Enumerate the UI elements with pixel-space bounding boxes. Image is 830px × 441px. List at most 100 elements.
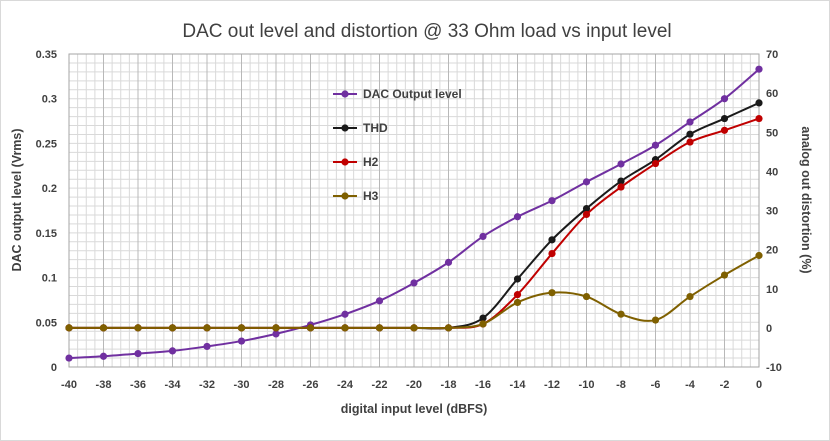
data-point-thd xyxy=(686,130,694,138)
data-point-h3 xyxy=(617,310,625,318)
data-point-dac-output-level xyxy=(203,342,211,351)
legend-marker xyxy=(341,158,349,166)
y-tick-label: 0.05 xyxy=(36,317,57,329)
x-tick-label: -34 xyxy=(165,379,182,391)
data-point-h3 xyxy=(686,292,694,301)
legend-item-h3: H3 xyxy=(333,189,379,203)
data-point-dac-output-level xyxy=(65,354,73,362)
x-tick-label: -2 xyxy=(720,379,730,391)
data-point-h3 xyxy=(582,292,591,301)
data-point-h3 xyxy=(755,251,763,260)
series-h3 xyxy=(65,251,763,332)
data-point-dac-output-level xyxy=(720,95,729,103)
x-tick-label: -28 xyxy=(268,379,284,391)
y-tick-label: 0.35 xyxy=(36,49,57,61)
data-point-h3 xyxy=(99,324,108,332)
y-tick-label: 0 xyxy=(51,362,57,374)
legend-item-dac-output-level: DAC Output level xyxy=(333,87,462,101)
x-tick-label: -32 xyxy=(199,379,215,391)
x-axis-title: digital input level (dBFS) xyxy=(341,402,488,416)
data-point-dac-output-level xyxy=(444,258,453,266)
y-tick-label: 0.2 xyxy=(42,183,57,195)
y-tick-label: 0.3 xyxy=(42,94,57,106)
data-point-dac-output-level xyxy=(168,347,177,355)
data-point-h3 xyxy=(720,271,729,279)
data-point-h3 xyxy=(65,324,73,332)
data-point-dac-output-level xyxy=(341,310,349,318)
data-point-h3 xyxy=(341,324,349,332)
data-point-h2 xyxy=(582,210,591,219)
x-tick-label: -10 xyxy=(579,379,595,391)
series-dac-output-level xyxy=(65,65,763,362)
x-tick-label: 0 xyxy=(756,379,762,391)
data-point-dac-output-level xyxy=(651,141,660,149)
chart-title: DAC out level and distortion @ 33 Ohm lo… xyxy=(182,21,671,42)
legend-marker xyxy=(341,192,349,200)
data-point-h3 xyxy=(306,324,315,332)
data-point-thd xyxy=(582,204,591,213)
y2-tick-label: 30 xyxy=(766,206,778,218)
y2-axis-title: analog out distortion (%) xyxy=(799,126,813,273)
x-tick-label: -36 xyxy=(130,379,146,391)
data-point-dac-output-level xyxy=(99,352,108,360)
data-point-dac-output-level xyxy=(582,178,591,186)
data-point-thd xyxy=(479,314,487,322)
data-point-h3 xyxy=(548,289,556,297)
legend: DAC Output level THD H2 H3 xyxy=(333,87,462,203)
y2-tick-label: 20 xyxy=(766,245,778,257)
y2-tick-label: 50 xyxy=(766,127,778,139)
x-tick-label: -12 xyxy=(544,379,560,391)
data-point-h2 xyxy=(617,183,625,191)
x-tick-label: -16 xyxy=(475,379,491,391)
x-tick-label: -14 xyxy=(510,379,527,391)
x-tick-label: -30 xyxy=(234,379,250,391)
x-tick-label: -8 xyxy=(616,379,626,391)
x-tick-label: -26 xyxy=(303,379,319,391)
grid-layer xyxy=(68,53,760,368)
x-tick-label: -38 xyxy=(96,379,112,391)
y2-tick-label: 70 xyxy=(766,49,778,61)
data-point-h2 xyxy=(686,138,694,146)
data-point-h2 xyxy=(513,291,522,299)
data-point-h3 xyxy=(479,320,487,328)
data-point-h2 xyxy=(755,114,763,123)
y-tick-label: 0.25 xyxy=(36,138,57,150)
series-layer xyxy=(65,65,763,362)
x-tick-label: -20 xyxy=(406,379,422,391)
data-point-h3 xyxy=(651,316,660,324)
data-point-thd xyxy=(720,114,729,123)
data-point-thd xyxy=(617,177,625,185)
data-point-dac-output-level xyxy=(755,65,763,73)
plot-frame xyxy=(68,53,760,368)
data-point-h2 xyxy=(548,249,556,258)
data-point-dac-output-level xyxy=(686,118,694,126)
data-point-h3 xyxy=(134,324,142,332)
legend-item-thd: THD xyxy=(333,121,388,135)
data-point-dac-output-level xyxy=(548,197,556,205)
legend-label: H2 xyxy=(363,155,379,169)
data-point-dac-output-level xyxy=(237,337,246,345)
legend-label: THD xyxy=(363,121,388,135)
data-point-h3 xyxy=(237,324,246,332)
x-tick-label: -6 xyxy=(651,379,661,391)
data-point-h3 xyxy=(410,324,418,332)
y2-tick-label: 60 xyxy=(766,88,778,100)
x-tick-label: -4 xyxy=(685,379,696,391)
data-point-h3 xyxy=(272,324,280,332)
data-point-thd xyxy=(755,99,763,107)
y-tick-label: 0.15 xyxy=(36,228,57,240)
data-point-thd xyxy=(548,236,556,244)
axis-layer: -40 -38 -36 -34 -32 -30 -28 -26 -24 -22 -20 -18 -16-… xyxy=(36,49,782,391)
y2-tick-label: 10 xyxy=(766,284,778,296)
data-point-dac-output-level xyxy=(513,213,522,221)
legend-marker xyxy=(341,124,349,132)
data-point-dac-output-level xyxy=(272,330,280,338)
x-tick-label: -18 xyxy=(441,379,457,391)
data-point-h3 xyxy=(375,324,384,332)
data-point-thd xyxy=(513,275,522,283)
legend-label: DAC Output level xyxy=(363,87,462,101)
y2-tick-label: -10 xyxy=(766,362,782,374)
data-point-h2 xyxy=(651,159,660,168)
